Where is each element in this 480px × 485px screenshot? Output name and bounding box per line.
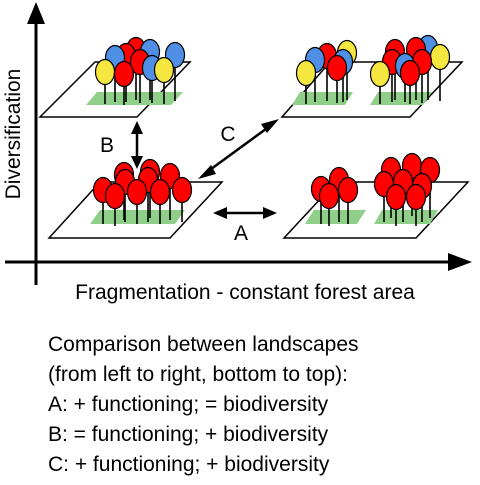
y-axis-label: Diversification — [2, 69, 25, 200]
landscape-high-fragmentation-low-diversity — [282, 152, 470, 239]
tree-yellow — [295, 59, 317, 104]
tree-crown — [337, 176, 359, 204]
tree-crown — [113, 60, 135, 88]
tree-red — [337, 176, 359, 224]
tree-crown — [385, 183, 407, 211]
caption-line-b: B: = functioning; + biodiversity — [48, 423, 329, 446]
tree-red — [405, 183, 427, 226]
tree-red — [171, 176, 193, 222]
caption-heading: Comparison between landscapes — [48, 333, 359, 356]
caption-subheading: (from left to right, bottom to top): — [48, 363, 348, 386]
tree-crown — [171, 176, 193, 204]
caption-line-a: A: + functioning; = biodiversity — [48, 393, 329, 416]
tree-crown — [153, 56, 175, 84]
tree-yellow — [369, 60, 391, 104]
landscape-low-fragmentation-high-diversity — [38, 36, 192, 118]
understory-patch — [305, 210, 366, 224]
tree-crown — [429, 43, 451, 71]
arrow-a — [213, 207, 277, 219]
tree-yellow — [153, 56, 175, 104]
tree-red — [113, 60, 135, 105]
landscape-low-fragmentation-low-diversity — [47, 158, 224, 239]
tree-crown — [326, 54, 348, 82]
tree-red — [318, 182, 340, 226]
tree-red — [326, 54, 348, 103]
tree-crown — [405, 183, 427, 211]
tree-red — [104, 182, 126, 226]
arrow-c — [198, 119, 279, 179]
tree-crown — [318, 182, 340, 210]
comparison-caption: Comparison between landscapes (from left… — [48, 330, 473, 480]
tree-crown — [399, 59, 421, 87]
arrow-b — [131, 121, 143, 169]
arrow-b-label: B — [100, 134, 114, 157]
understory-patch — [292, 92, 353, 105]
caption-line-c: C: + functioning; + biodiversity — [48, 453, 330, 476]
x-axis-label: Fragmentation - constant forest area — [75, 281, 415, 304]
tree-crown — [369, 60, 391, 88]
tree-crown — [126, 178, 148, 206]
tree-red — [399, 59, 421, 104]
arrow-c-label: C — [220, 123, 235, 146]
arrow-a-label: A — [234, 222, 248, 245]
understory-patch — [86, 92, 183, 105]
tree-crown — [94, 58, 116, 86]
tree-crown — [149, 178, 171, 206]
x-axis-arrowhead — [448, 253, 472, 271]
tree-red — [126, 178, 148, 224]
tree-crown — [295, 59, 317, 87]
tree-crown — [104, 182, 126, 210]
landscape-high-fragmentation-high-diversity — [280, 34, 464, 118]
landscape-diagram: Diversification Fragmentation - constant… — [2, 2, 472, 304]
tree-red — [149, 178, 171, 224]
tree-red — [385, 183, 407, 226]
y-axis-arrowhead — [27, 2, 45, 24]
